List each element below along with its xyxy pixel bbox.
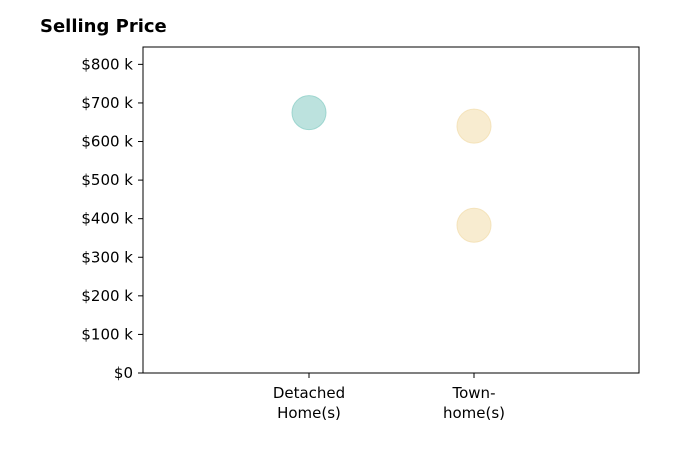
y-tick-label: $300 k [81, 248, 133, 266]
y-tick-label: $700 k [81, 94, 133, 112]
plot-frame [142, 46, 640, 374]
y-tick-label: $200 k [81, 287, 133, 305]
chart-title: Selling Price [40, 16, 167, 37]
data-point [456, 108, 492, 144]
x-tick-label: Town-home(s) [443, 384, 505, 422]
x-tick-label: Detached Home(s) [273, 384, 345, 422]
y-axis: $0 $100 k $200 k $300 k $400 k $500 k $600 k $7… [81, 55, 143, 382]
x-axis: Detached Home(s) Town-home(s) [273, 373, 505, 422]
y-tick-label: $500 k [81, 171, 133, 189]
data-point [456, 207, 492, 243]
y-tick-label: $400 k [81, 210, 133, 228]
y-tick-label: $600 k [81, 133, 133, 151]
data-points [291, 95, 492, 243]
data-point [291, 95, 327, 131]
y-tick-label: $800 k [81, 55, 133, 73]
y-tick-label: $100 k [81, 325, 133, 343]
y-tick-label: $0 [114, 364, 133, 382]
